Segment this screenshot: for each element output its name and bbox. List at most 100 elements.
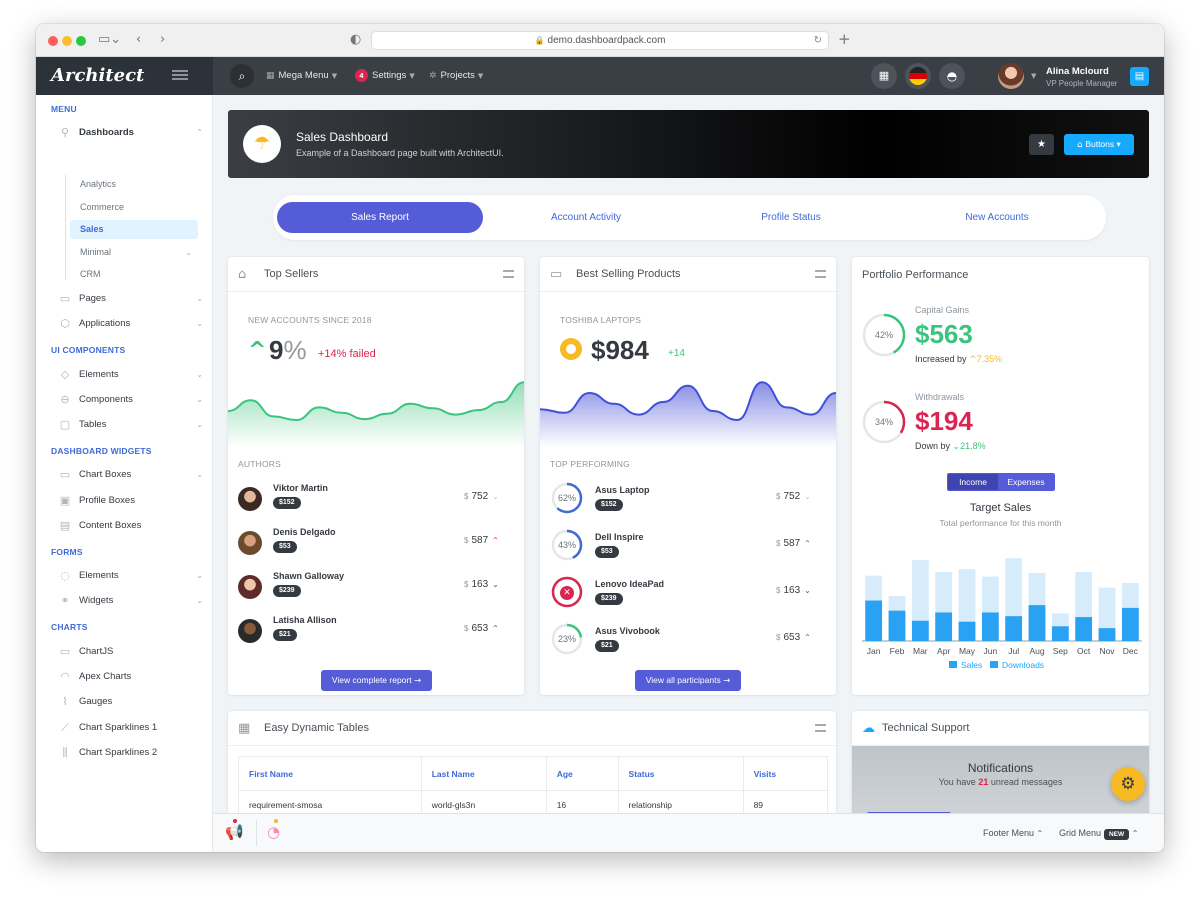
value-number: 653	[783, 632, 801, 643]
menu-icon[interactable]	[815, 270, 826, 278]
reload-icon[interactable]: ↻	[813, 35, 822, 46]
sidebar-sub-commerce[interactable]: Commerce	[80, 202, 125, 212]
toggle-expenses[interactable]: Expenses	[998, 474, 1054, 490]
tab-sales-report[interactable]: Sales Report	[277, 202, 483, 233]
chevron-up-icon: ⌃	[1036, 829, 1044, 838]
sidebar-item-dashboards[interactable]: ⚲ Dashboards ⌃	[58, 124, 203, 142]
bar-sales-aug[interactable]	[1028, 605, 1046, 641]
view-all-participants-button[interactable]: View all participants →	[635, 670, 741, 691]
settings-gear-button[interactable]: ⚙	[1111, 767, 1145, 801]
bar-sales-sep[interactable]	[1051, 626, 1069, 641]
sidebar-item-chartjs[interactable]: ▭ ChartJS	[58, 643, 203, 661]
list-item[interactable]: 43% Dell Inspire $53 $587 ⌃	[550, 528, 826, 566]
app-logo-area: Architect	[36, 57, 213, 95]
list-item[interactable]: Shawn Galloway $239 $163 ⌄	[238, 569, 514, 607]
sidebar-item-profile-boxes[interactable]: ▣ Profile Boxes	[58, 492, 203, 510]
list-item[interactable]: 62% Asus Laptop $152 $752 ⌄	[550, 481, 826, 519]
sidebar-item-content-boxes[interactable]: ▤ Content Boxes	[58, 517, 203, 535]
tab-account-activity[interactable]: Account Activity	[550, 212, 622, 223]
hamburger-icon[interactable]	[172, 70, 188, 80]
sidebar-item-components[interactable]: ⊖ Components ⌄	[58, 391, 203, 409]
footer-menu-button[interactable]: Footer Menu ⌃	[983, 828, 1043, 838]
activity-icon[interactable]: ◓	[939, 63, 965, 89]
col-last-name[interactable]: Last Name	[420, 756, 547, 791]
person-name: Denis Delgado	[273, 527, 336, 537]
privacy-shield-icon[interactable]: ◐	[350, 32, 362, 47]
legend-downloads[interactable]: Downloads	[1002, 660, 1044, 670]
bar-sales-oct[interactable]	[1075, 617, 1093, 641]
bar-sales-feb[interactable]	[888, 610, 906, 641]
address-bar[interactable]: 🔒 demo.dashboardpack.com ↻	[371, 31, 829, 50]
calendar-icon[interactable]: ▤	[1130, 67, 1149, 86]
list-item[interactable]: Denis Delgado $53 $587 ⌃	[238, 525, 514, 563]
close-window-icon[interactable]	[48, 36, 58, 46]
toggle-income[interactable]: Income	[948, 474, 998, 490]
col-status[interactable]: Status	[617, 756, 744, 791]
price-badge: $239	[595, 593, 623, 605]
list-item[interactable]: Latisha Allison $21 $653 ⌃	[238, 613, 514, 651]
avatar	[238, 531, 262, 555]
view-complete-report-button[interactable]: View complete report →	[321, 670, 432, 691]
price-badge: $152	[273, 497, 301, 509]
sidebar-item-chart-boxes[interactable]: ▭ Chart Boxes ⌄	[58, 466, 203, 484]
bar-sales-dec[interactable]	[1121, 607, 1139, 641]
sidebar-sub-minimal[interactable]: Minimal ⌄	[70, 243, 198, 262]
sidebar-item-tables[interactable]: ▢ Tables ⌄	[58, 416, 203, 434]
tab-new-accounts[interactable]: New Accounts	[965, 212, 1029, 223]
pie-chart-icon[interactable]: ◔	[267, 823, 281, 841]
sidebar-item-gauges[interactable]: ⌇ Gauges	[58, 693, 203, 711]
list-item[interactable]: ✕ Lenovo IdeaPad $239 $163 ⌄	[550, 575, 826, 613]
projects-button[interactable]: ✲ Projects ▼	[429, 57, 483, 95]
buttons-dropdown[interactable]: ⌂ Buttons ▾	[1064, 134, 1134, 155]
bar-downloads-nov[interactable]	[1098, 587, 1116, 641]
sidebar-sub-analytics[interactable]: Analytics	[80, 179, 117, 189]
bar-sales-may[interactable]	[958, 621, 976, 641]
grid-icon[interactable]: ▦	[871, 63, 897, 89]
mega-menu-button[interactable]: ▦ Mega Menu ▼	[266, 57, 337, 95]
col-age[interactable]: Age	[545, 756, 619, 791]
user-avatar[interactable]	[998, 63, 1024, 89]
star-button[interactable]: ★	[1029, 134, 1054, 155]
sidebar-item-form-elements[interactable]: ◌ Elements ⌄	[58, 567, 203, 585]
bar-sales-jun[interactable]	[981, 612, 999, 641]
sidebar-item-apex-charts[interactable]: ◠ Apex Charts	[58, 668, 203, 686]
chevron-down-icon: ⌄	[196, 571, 203, 580]
back-icon[interactable]: ‹	[136, 32, 142, 47]
search-icon[interactable]: ⌕	[230, 64, 254, 88]
tab-profile-status[interactable]: Profile Status	[761, 212, 821, 223]
minimize-window-icon[interactable]	[62, 36, 72, 46]
menu-icon[interactable]	[815, 724, 826, 732]
sidebar-item-sparklines-2[interactable]: ⫼ Chart Sparklines 2	[58, 744, 203, 762]
bar-sales-jan[interactable]	[865, 600, 883, 641]
menu-icon[interactable]	[503, 270, 514, 278]
settings-button[interactable]: 4 Settings ▼	[355, 57, 415, 95]
new-tab-icon[interactable]: +	[838, 30, 851, 48]
sidebar-sub-crm[interactable]: CRM	[80, 269, 101, 279]
legend-sales[interactable]: Sales	[961, 660, 982, 670]
sidebar-sub-sales[interactable]: Sales	[70, 220, 198, 239]
list-item[interactable]: Viktor Martin $152 $752 ⌄	[238, 481, 514, 519]
list-item[interactable]: 23% Asus Vivobook $21 $653 ⌃	[550, 622, 826, 660]
maximize-window-icon[interactable]	[76, 36, 86, 46]
megaphone-icon[interactable]: 📢	[225, 823, 244, 841]
value-number: 653	[471, 623, 489, 634]
bar-sales-nov[interactable]	[1098, 628, 1116, 641]
bar-sales-mar[interactable]	[911, 620, 929, 641]
forward-icon[interactable]: ›	[160, 32, 166, 47]
sidebar-item-elements[interactable]: ◇ Elements ⌄	[58, 366, 203, 384]
bar-sales-apr[interactable]	[935, 612, 953, 641]
col-first-name[interactable]: First Name	[238, 756, 422, 791]
chevron-up-icon: ⌃	[492, 624, 499, 633]
sidebar-item-sparklines-1[interactable]: ⟋ Chart Sparklines 1	[58, 719, 203, 737]
sidebar-item-pages[interactable]: ▭ Pages ⌄	[58, 290, 203, 308]
bar-sales-jul[interactable]	[1005, 616, 1023, 641]
grid-menu-button[interactable]: Grid Menu NEW ⌃	[1059, 828, 1138, 840]
bar-downloads-mar[interactable]	[911, 560, 929, 641]
app-logo[interactable]: Architect	[51, 65, 145, 86]
flag-germany-icon[interactable]	[905, 63, 931, 89]
sidebar-item-widgets[interactable]: ⚭ Widgets ⌄	[58, 592, 203, 610]
sidebar-toggle-icon[interactable]: ▭⌄	[98, 32, 122, 47]
sidebar-item-applications[interactable]: ⬡ Applications ⌄	[58, 315, 203, 333]
col-visits[interactable]: Visits	[742, 756, 829, 791]
user-menu-chevron-icon[interactable]: ▼	[1031, 72, 1037, 80]
